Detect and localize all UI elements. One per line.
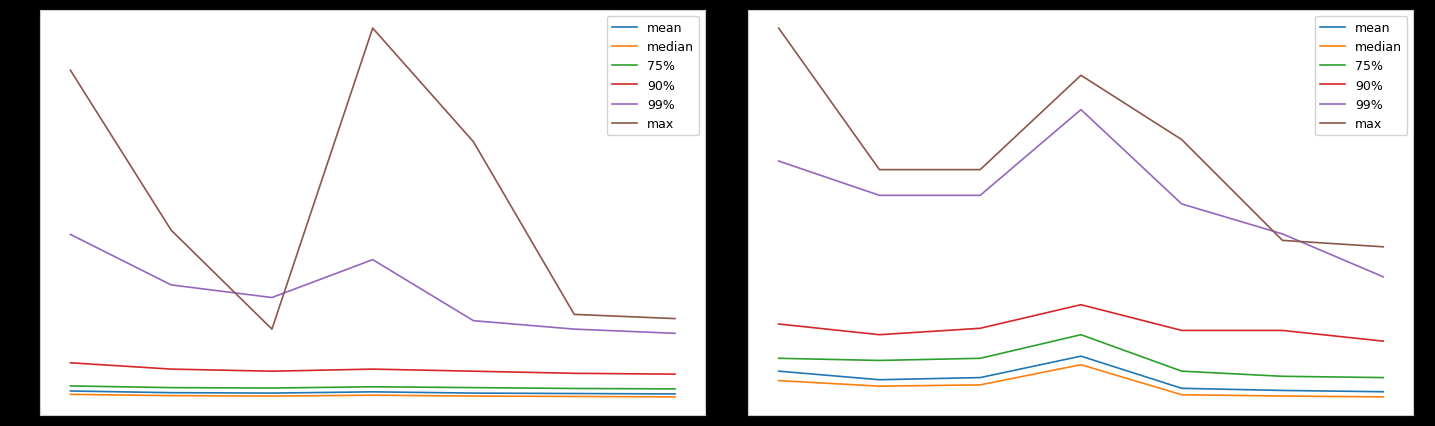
median (465, 394, 482, 399)
max (666, 316, 683, 321)
Line: 75%: 75% (70, 386, 674, 389)
Line: median: median (779, 365, 1383, 397)
90% (871, 332, 888, 337)
90% (264, 369, 281, 374)
mean (1274, 388, 1292, 393)
99% (162, 283, 179, 288)
mean (1172, 386, 1190, 391)
max (465, 140, 482, 145)
75% (1375, 375, 1392, 380)
max (162, 228, 179, 233)
75% (771, 356, 788, 361)
median (1172, 392, 1190, 397)
75% (465, 385, 482, 390)
75% (364, 384, 382, 389)
median (162, 393, 179, 398)
99% (771, 159, 788, 164)
max (871, 168, 888, 173)
Line: max: max (70, 29, 674, 329)
mean (1072, 354, 1089, 359)
max (264, 327, 281, 332)
mean (364, 389, 382, 394)
mean (666, 391, 683, 397)
99% (1172, 202, 1190, 207)
90% (771, 322, 788, 327)
99% (666, 331, 683, 336)
75% (62, 383, 79, 389)
90% (1172, 328, 1190, 333)
75% (1072, 332, 1089, 337)
median (771, 378, 788, 383)
75% (162, 385, 179, 390)
99% (871, 193, 888, 199)
99% (1274, 232, 1292, 237)
99% (1072, 108, 1089, 113)
median (364, 393, 382, 398)
median (1375, 394, 1392, 400)
median (971, 383, 989, 388)
Line: median: median (70, 394, 674, 397)
75% (1172, 369, 1190, 374)
median (264, 394, 281, 399)
75% (1274, 374, 1292, 379)
median (1072, 363, 1089, 368)
median (62, 392, 79, 397)
90% (971, 326, 989, 331)
mean (465, 391, 482, 396)
90% (364, 367, 382, 372)
Line: 90%: 90% (779, 305, 1383, 341)
max (971, 168, 989, 173)
Line: mean: mean (779, 356, 1383, 392)
Line: 75%: 75% (779, 335, 1383, 378)
Line: 99%: 99% (779, 110, 1383, 277)
99% (1375, 275, 1392, 280)
Line: max: max (779, 29, 1383, 247)
max (1172, 138, 1190, 143)
99% (971, 193, 989, 199)
max (364, 26, 382, 32)
mean (264, 391, 281, 396)
75% (971, 356, 989, 361)
90% (666, 372, 683, 377)
mean (771, 369, 788, 374)
max (1274, 238, 1292, 243)
mean (162, 390, 179, 395)
mean (565, 391, 583, 396)
median (565, 394, 583, 399)
90% (1274, 328, 1292, 333)
mean (1375, 389, 1392, 394)
Legend: mean, median, 75%, 90%, 99%, max: mean, median, 75%, 90%, 99%, max (607, 17, 699, 136)
99% (364, 257, 382, 262)
99% (565, 327, 583, 332)
75% (264, 386, 281, 391)
Legend: mean, median, 75%, 90%, 99%, max: mean, median, 75%, 90%, 99%, max (1316, 17, 1408, 136)
median (871, 384, 888, 389)
max (1072, 74, 1089, 79)
mean (62, 389, 79, 394)
Line: 90%: 90% (70, 363, 674, 374)
mean (971, 375, 989, 380)
median (1274, 394, 1292, 399)
90% (1072, 302, 1089, 308)
max (1375, 245, 1392, 250)
90% (465, 369, 482, 374)
90% (565, 371, 583, 376)
99% (62, 232, 79, 237)
median (666, 394, 683, 400)
mean (871, 377, 888, 383)
75% (565, 386, 583, 391)
Line: mean: mean (70, 391, 674, 394)
99% (264, 295, 281, 300)
Line: 99%: 99% (70, 235, 674, 334)
75% (871, 358, 888, 363)
75% (666, 386, 683, 391)
max (62, 69, 79, 74)
99% (465, 318, 482, 323)
max (565, 312, 583, 317)
90% (1375, 339, 1392, 344)
90% (162, 367, 179, 372)
90% (62, 360, 79, 366)
max (771, 26, 788, 32)
